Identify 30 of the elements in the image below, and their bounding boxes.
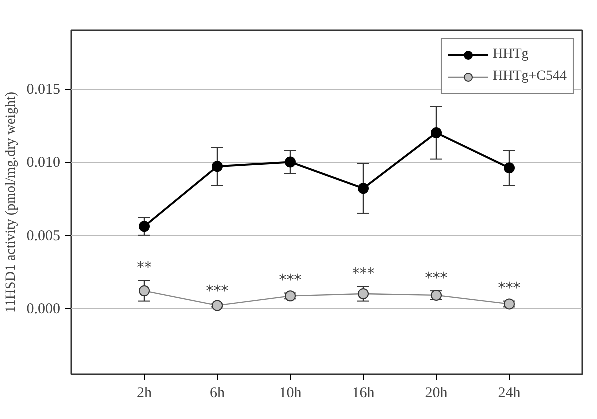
annotation: *** xyxy=(206,282,230,300)
x-tick-label: 10h xyxy=(279,386,302,402)
point xyxy=(139,221,150,232)
x-tick-label: 24h xyxy=(498,386,522,402)
y-tick-label: 0.005 xyxy=(26,228,60,244)
legend-label: HHTg xyxy=(492,47,529,63)
y-tick-label: 0.010 xyxy=(26,155,60,172)
x-tick-label: 16h xyxy=(352,386,376,402)
y-axis-title: 11HSD1 activity (pmol/mg.dry weight) xyxy=(4,92,19,314)
point xyxy=(431,127,442,138)
y-tick-label: 0.000 xyxy=(26,302,60,318)
annotation: *** xyxy=(425,268,448,287)
x-tick-label: 6h xyxy=(210,386,226,402)
point xyxy=(212,300,223,312)
point xyxy=(285,156,296,168)
point xyxy=(358,183,369,194)
point xyxy=(212,161,223,172)
point xyxy=(139,286,150,297)
annotation: *** xyxy=(279,271,302,290)
annotation: ** xyxy=(137,258,152,277)
x-tick-label: 20h xyxy=(425,386,448,402)
legend-label: HHTg+C544 xyxy=(492,69,567,85)
x-tick-label: 2h xyxy=(137,386,152,402)
point xyxy=(358,288,369,300)
point xyxy=(504,162,515,174)
point xyxy=(285,290,296,302)
point xyxy=(504,298,515,310)
annotation: *** xyxy=(352,264,376,283)
annotation: *** xyxy=(498,279,522,298)
y-tick-label: 0.015 xyxy=(26,82,60,98)
